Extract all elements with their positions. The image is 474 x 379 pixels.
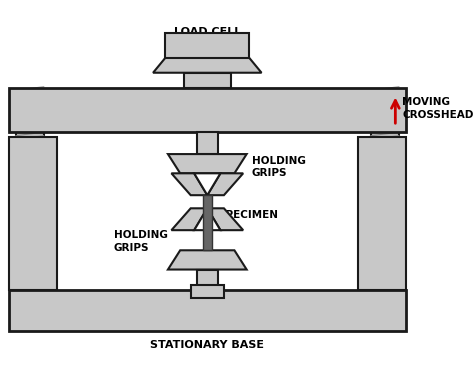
Text: LOAD CELL: LOAD CELL [173,28,241,38]
Bar [9,88,406,132]
Text: STATIONARY BASE: STATIONARY BASE [150,340,264,350]
Bar [371,93,399,290]
Text: HOLDING
GRIPS: HOLDING GRIPS [114,230,168,253]
Polygon shape [168,154,246,173]
Bar [184,73,231,88]
Bar [165,33,249,58]
Bar [16,93,44,290]
Bar [191,285,224,298]
Text: MOVING
CROSSHEAD: MOVING CROSSHEAD [402,97,474,120]
Polygon shape [172,173,207,195]
Bar [9,290,406,331]
Polygon shape [172,208,207,230]
Bar [197,132,218,154]
Polygon shape [153,58,262,73]
Bar [358,136,406,290]
Bar [203,195,212,250]
Bar [197,269,218,290]
Polygon shape [207,208,243,230]
Polygon shape [207,173,243,195]
Bar [9,136,57,290]
Polygon shape [194,173,220,195]
Text: HOLDING
GRIPS: HOLDING GRIPS [252,156,306,179]
Polygon shape [194,208,220,230]
Text: SPECIMEN: SPECIMEN [219,210,279,220]
Polygon shape [168,250,246,269]
